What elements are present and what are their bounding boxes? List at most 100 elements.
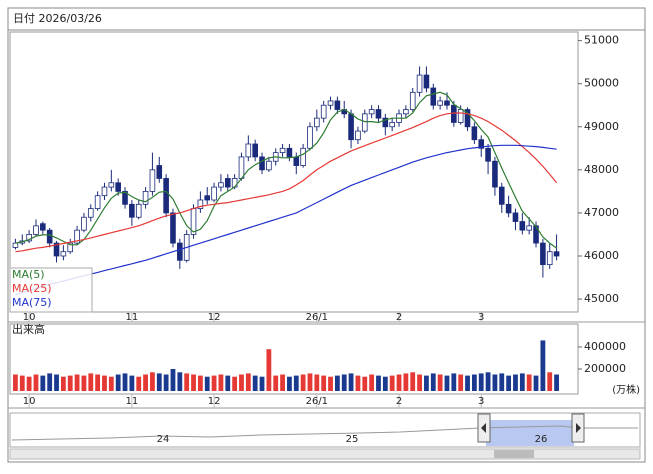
volume-bar: [239, 374, 244, 391]
legend-entry: MA(5): [12, 268, 45, 281]
volume-bar: [540, 340, 546, 391]
candle-body: [163, 178, 169, 214]
candle-body: [389, 122, 395, 128]
candle-body: [512, 212, 519, 222]
candle-body: [457, 109, 464, 123]
x-tick-label: 3: [478, 312, 484, 323]
volume-bar: [396, 374, 402, 391]
x-tick-label: 26/1: [306, 396, 328, 407]
volume-bar: [362, 376, 368, 391]
x-tick-label: 26/1: [306, 312, 328, 323]
x-tick-label: 12: [208, 312, 221, 323]
x-tick-label: 2: [396, 312, 402, 323]
volume-bar: [328, 376, 333, 391]
candle-body: [129, 203, 135, 218]
volume-bar: [519, 373, 525, 391]
price-panel: [9, 31, 579, 313]
x-tick-label: 11: [126, 312, 139, 323]
candle-body: [540, 242, 546, 266]
y-tick-label: 45000: [584, 292, 619, 305]
candle-body: [403, 109, 409, 115]
y-tick-label: 47000: [584, 206, 619, 219]
volume-bar: [184, 373, 190, 391]
volume-bar: [122, 373, 128, 391]
volume-bar: [218, 374, 224, 391]
candle-body: [204, 195, 211, 201]
volume-bar: [60, 376, 66, 391]
volume-bar: [108, 376, 114, 391]
volume-bar: [95, 374, 101, 391]
volume-bar: [554, 374, 559, 391]
volume-bar: [369, 374, 375, 391]
navigator-range[interactable]: [486, 420, 574, 446]
candle-body: [355, 130, 361, 141]
volume-bar: [437, 374, 443, 391]
volume-bar: [348, 373, 354, 391]
volume-bar: [259, 376, 265, 391]
volume-bar: [376, 375, 381, 391]
candle-body: [94, 195, 101, 210]
volume-bar: [129, 375, 135, 391]
volume-bar: [47, 373, 53, 391]
candle-body: [478, 139, 485, 149]
volume-bar: [341, 374, 347, 391]
candle-body: [135, 203, 142, 218]
candle-body: [361, 113, 368, 132]
y-tick-label: 48000: [584, 163, 619, 176]
scrollbar[interactable]: [9, 448, 641, 460]
candle-body: [409, 91, 416, 110]
volume-bar: [74, 374, 80, 391]
arrow-right: [576, 423, 581, 433]
candle-body: [53, 242, 60, 257]
y-tick-label: 51000: [584, 34, 619, 47]
candle-body: [300, 147, 306, 166]
volume-bar: [444, 375, 450, 391]
volume-bar: [478, 373, 484, 391]
candle-body: [156, 165, 163, 179]
date-header: 日付 2026/03/26: [13, 12, 102, 25]
candle-body: [307, 126, 313, 149]
y-tick-label: 50000: [584, 77, 619, 90]
volume-bar: [143, 374, 148, 391]
candle-body: [122, 190, 128, 205]
candle-body: [224, 178, 231, 188]
candle-body: [74, 229, 80, 244]
volume-bar: [499, 373, 505, 391]
candle-body: [464, 109, 471, 128]
volume-bar: [232, 376, 238, 391]
candle-body: [101, 186, 108, 197]
y-tick-label: 200000: [584, 362, 626, 375]
candle-body: [279, 147, 286, 154]
volume-bar: [197, 375, 203, 391]
volume-bar: [471, 374, 477, 391]
scroll-thumb[interactable]: [494, 450, 534, 458]
volume-bar: [458, 374, 464, 391]
legend-box: [9, 267, 93, 313]
y-tick-label: 400000: [584, 340, 626, 353]
volume-bar: [430, 373, 436, 391]
volume-bar: [225, 375, 231, 391]
candle-body: [252, 143, 258, 158]
candle-body: [471, 126, 478, 141]
candle-body: [293, 156, 300, 166]
volume-bar: [321, 375, 327, 391]
candle-body: [259, 156, 265, 171]
candle-body: [498, 186, 505, 205]
candle-body: [375, 109, 382, 119]
x-tick-label: 10: [23, 396, 36, 407]
candle-body: [26, 234, 32, 242]
arrow-left: [481, 423, 486, 433]
volume-bar: [533, 375, 539, 391]
candle-body: [519, 221, 526, 231]
candle-body: [416, 74, 423, 93]
volume-bar: [307, 373, 313, 391]
x-tick-label: 12: [208, 396, 221, 407]
candle-body: [327, 100, 334, 106]
volume-bar: [547, 372, 553, 391]
volume-bar: [211, 375, 217, 391]
candle-body: [430, 87, 437, 106]
volume-bar: [465, 375, 470, 391]
volume-bar: [40, 375, 46, 391]
volume-bar: [424, 375, 429, 391]
